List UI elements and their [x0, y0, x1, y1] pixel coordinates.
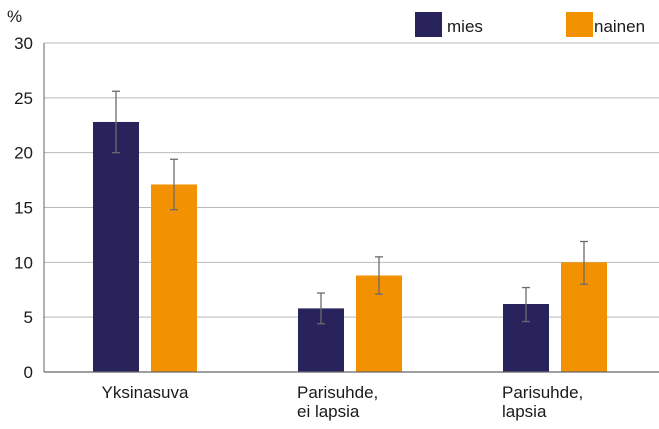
x-tick-label: ei lapsia [297, 402, 360, 421]
bars [93, 121, 607, 373]
y-tick-label: 25 [14, 89, 33, 108]
y-tick-label: 20 [14, 144, 33, 163]
legend-swatch-mies [415, 12, 442, 37]
legend: mies nainen [415, 12, 645, 37]
x-tick-label: Yksinasuva [102, 383, 189, 402]
bar-mies [93, 121, 139, 373]
x-tick-label: Parisuhde, [502, 383, 583, 402]
y-tick-label: 15 [14, 199, 33, 218]
y-unit-label: % [7, 7, 22, 26]
x-tick-label: Parisuhde, [297, 383, 378, 402]
error-bars [112, 90, 588, 325]
y-tick-label: 30 [14, 34, 33, 53]
y-tick-label: 5 [24, 308, 33, 327]
legend-label-nainen: nainen [594, 17, 645, 36]
y-tick-label: 10 [14, 253, 33, 272]
bar-nainen [151, 184, 197, 372]
y-tick-label: 0 [24, 363, 33, 382]
legend-label-mies: mies [447, 17, 483, 36]
x-tick-label: lapsia [502, 402, 547, 421]
gridlines [44, 42, 659, 318]
legend-swatch-nainen [566, 12, 593, 37]
